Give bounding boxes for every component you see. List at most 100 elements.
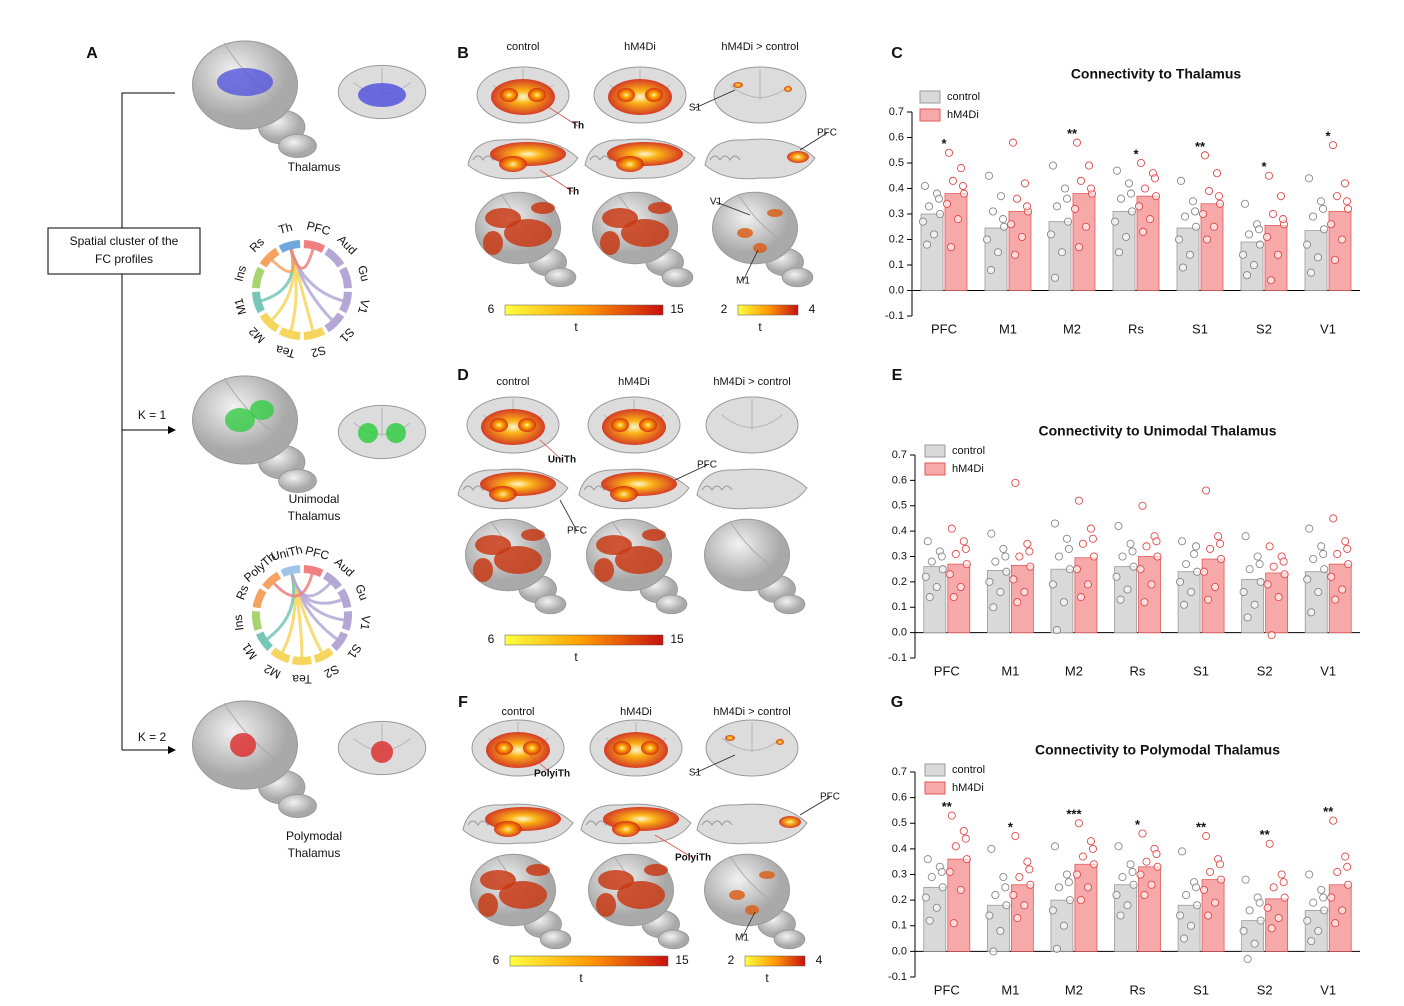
k-label: K = 2 <box>138 730 167 744</box>
activation <box>489 486 517 502</box>
data-point <box>1326 220 1336 229</box>
data-point <box>1013 598 1022 607</box>
data-point <box>1025 865 1034 874</box>
legend-swatch <box>924 781 946 795</box>
midline <box>729 855 782 908</box>
data-point <box>1200 151 1210 160</box>
chord-link <box>289 570 333 598</box>
data-point <box>956 582 965 592</box>
y-tick-label: 0.6 <box>892 792 907 804</box>
y-tick-label: 0.2 <box>892 576 907 588</box>
annotation: S1 <box>689 768 702 779</box>
panel-letter: D <box>457 367 469 384</box>
data-point <box>1147 880 1156 889</box>
data-point <box>1256 916 1265 925</box>
chord-segment <box>324 312 345 333</box>
legend-label: hM4Di <box>952 463 984 475</box>
data-point <box>1147 580 1156 589</box>
activation <box>371 741 393 763</box>
brainstem <box>544 267 577 288</box>
activation <box>759 871 775 879</box>
y-tick-label: 0.4 <box>892 843 907 855</box>
data-point <box>1191 222 1201 231</box>
data-point <box>1070 204 1080 213</box>
brainstem <box>657 929 690 950</box>
data-point <box>1020 901 1029 910</box>
data-point <box>1123 585 1132 594</box>
panel-letter: C <box>891 45 903 62</box>
data-point <box>1153 862 1162 871</box>
column-header: hM4Di > control <box>721 41 798 53</box>
data-point <box>1279 557 1288 566</box>
data-point <box>923 537 932 546</box>
data-point <box>1062 534 1071 543</box>
data-point <box>1253 552 1262 561</box>
cortex <box>704 853 790 927</box>
chord-segment <box>337 588 352 609</box>
data-point <box>1200 567 1209 576</box>
data-point <box>1062 870 1071 879</box>
data-point <box>1304 174 1314 183</box>
chart-title: Connectivity to Thalamus <box>1071 66 1242 82</box>
slice <box>704 138 816 180</box>
data-point <box>1124 179 1134 188</box>
data-point <box>1243 955 1252 964</box>
colorbar-label: t <box>765 971 769 985</box>
data-point <box>1239 926 1248 935</box>
data-point <box>1327 572 1336 581</box>
data-point <box>987 529 996 538</box>
data-point <box>1078 539 1087 548</box>
region-label: Polymodal <box>286 829 342 843</box>
activation <box>615 546 663 574</box>
bar <box>1328 563 1352 634</box>
column-header: hM4Di <box>618 376 650 388</box>
leader-line <box>559 499 578 532</box>
chord-label: Ins <box>231 614 247 632</box>
data-point <box>953 215 963 224</box>
colorbar-max: 4 <box>816 953 823 967</box>
activation <box>225 408 255 432</box>
annotation: Th <box>572 121 584 132</box>
column-header: control <box>501 706 534 718</box>
chord-label: Gu <box>355 264 373 283</box>
bar <box>1177 571 1201 634</box>
y-tick-label: 0.6 <box>892 474 907 486</box>
data-point <box>1009 890 1018 900</box>
data-point <box>1065 565 1074 574</box>
annotation: Th <box>567 187 579 198</box>
slice <box>696 803 808 845</box>
brain-coronal <box>705 396 799 454</box>
data-point <box>1076 593 1085 602</box>
bar <box>1265 898 1289 952</box>
data-point <box>999 544 1008 553</box>
data-point <box>1327 893 1336 902</box>
data-point <box>1088 534 1097 543</box>
data-point <box>1303 916 1312 925</box>
bar <box>1136 195 1160 291</box>
y-tick-label: 0.1 <box>892 920 907 932</box>
brain-3d <box>586 518 688 615</box>
activation <box>250 400 274 420</box>
data-point <box>1088 844 1097 853</box>
y-tick-label: 0.3 <box>889 208 904 220</box>
data-point <box>1202 235 1212 244</box>
data-point <box>1063 217 1073 226</box>
leader-line <box>694 89 736 109</box>
leader-line <box>715 201 751 216</box>
data-point <box>1140 890 1149 900</box>
data-point <box>1178 537 1187 546</box>
data-point <box>1138 829 1147 838</box>
y-tick-label: 0.4 <box>889 182 904 194</box>
data-point <box>1209 222 1219 231</box>
data-point <box>924 202 934 211</box>
activation <box>612 821 640 837</box>
y-tick-label: 0.0 <box>892 627 907 639</box>
region-label: Thalamus <box>288 846 341 860</box>
significance: * <box>1008 820 1014 835</box>
data-point <box>1316 197 1326 206</box>
brain-sagittal <box>696 803 808 845</box>
legend-label: control <box>952 764 985 776</box>
slice-detail <box>721 399 783 430</box>
bar <box>1112 211 1136 291</box>
chord-label: Th <box>277 220 294 237</box>
